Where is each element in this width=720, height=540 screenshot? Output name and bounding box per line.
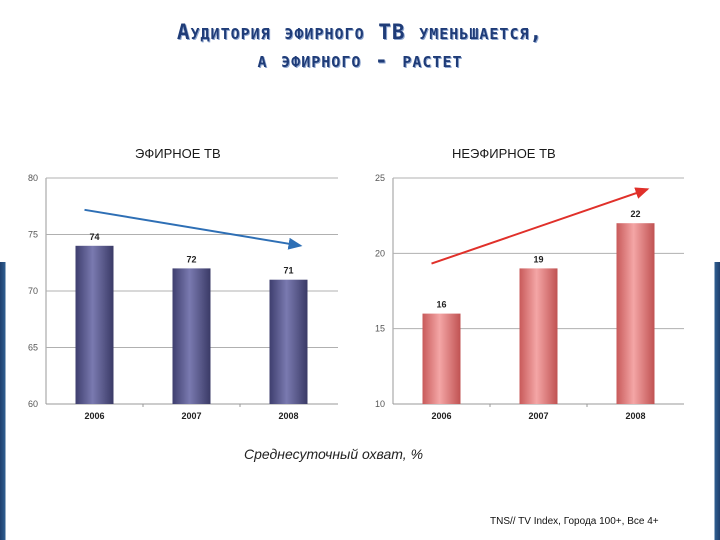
left-x-tick-label: 2007 — [181, 411, 201, 421]
chart-caption: Среднесуточный охват, % — [244, 446, 424, 462]
left-data-label: 72 — [186, 254, 196, 264]
left-x-tick-label: 2006 — [84, 411, 104, 421]
left-bar — [75, 245, 114, 404]
left-y-tick-label: 80 — [28, 173, 38, 183]
left-bar — [172, 268, 211, 404]
left-y-tick-label: 65 — [28, 343, 38, 353]
right-y-tick-label: 10 — [375, 399, 385, 409]
left-x-tick-label: 2008 — [278, 411, 298, 421]
right-bar — [616, 223, 655, 404]
right-x-tick-label: 2007 — [528, 411, 548, 421]
left-y-tick-label: 70 — [28, 286, 38, 296]
right-data-label: 16 — [436, 300, 446, 310]
right-data-label: 19 — [533, 254, 543, 264]
source-note: TNS// TV Index, Города 100+, Все 4+ — [490, 516, 659, 527]
right-x-tick-label: 2006 — [431, 411, 451, 421]
right-data-label: 22 — [630, 209, 640, 219]
right-y-tick-label: 25 — [375, 173, 385, 183]
right-bar — [422, 313, 461, 404]
left-bar — [269, 279, 308, 404]
title-line-1: Аудитория эфирного ТВ уменьшается, — [176, 20, 544, 44]
left-y-tick-label: 60 — [28, 399, 38, 409]
right-y-tick-label: 20 — [375, 248, 385, 258]
slide-title: Аудитория эфирного ТВ уменьшается, а эфи… — [0, 18, 720, 74]
right-x-tick-label: 2008 — [625, 411, 645, 421]
right-y-tick-label: 15 — [375, 324, 385, 334]
left-data-label: 71 — [283, 266, 293, 276]
left-trend-arrow — [84, 208, 303, 250]
right-chart-title: НЕЭФИРНОЕ ТВ — [452, 146, 556, 161]
left-chart-title: ЭФИРНОЕ ТВ — [135, 146, 221, 161]
right-trend-arrow — [431, 187, 650, 265]
right-bar — [519, 268, 558, 404]
title-line-2: а эфирного - растет — [257, 48, 463, 72]
left-y-tick-label: 75 — [28, 230, 38, 240]
left-data-label: 74 — [89, 232, 99, 242]
